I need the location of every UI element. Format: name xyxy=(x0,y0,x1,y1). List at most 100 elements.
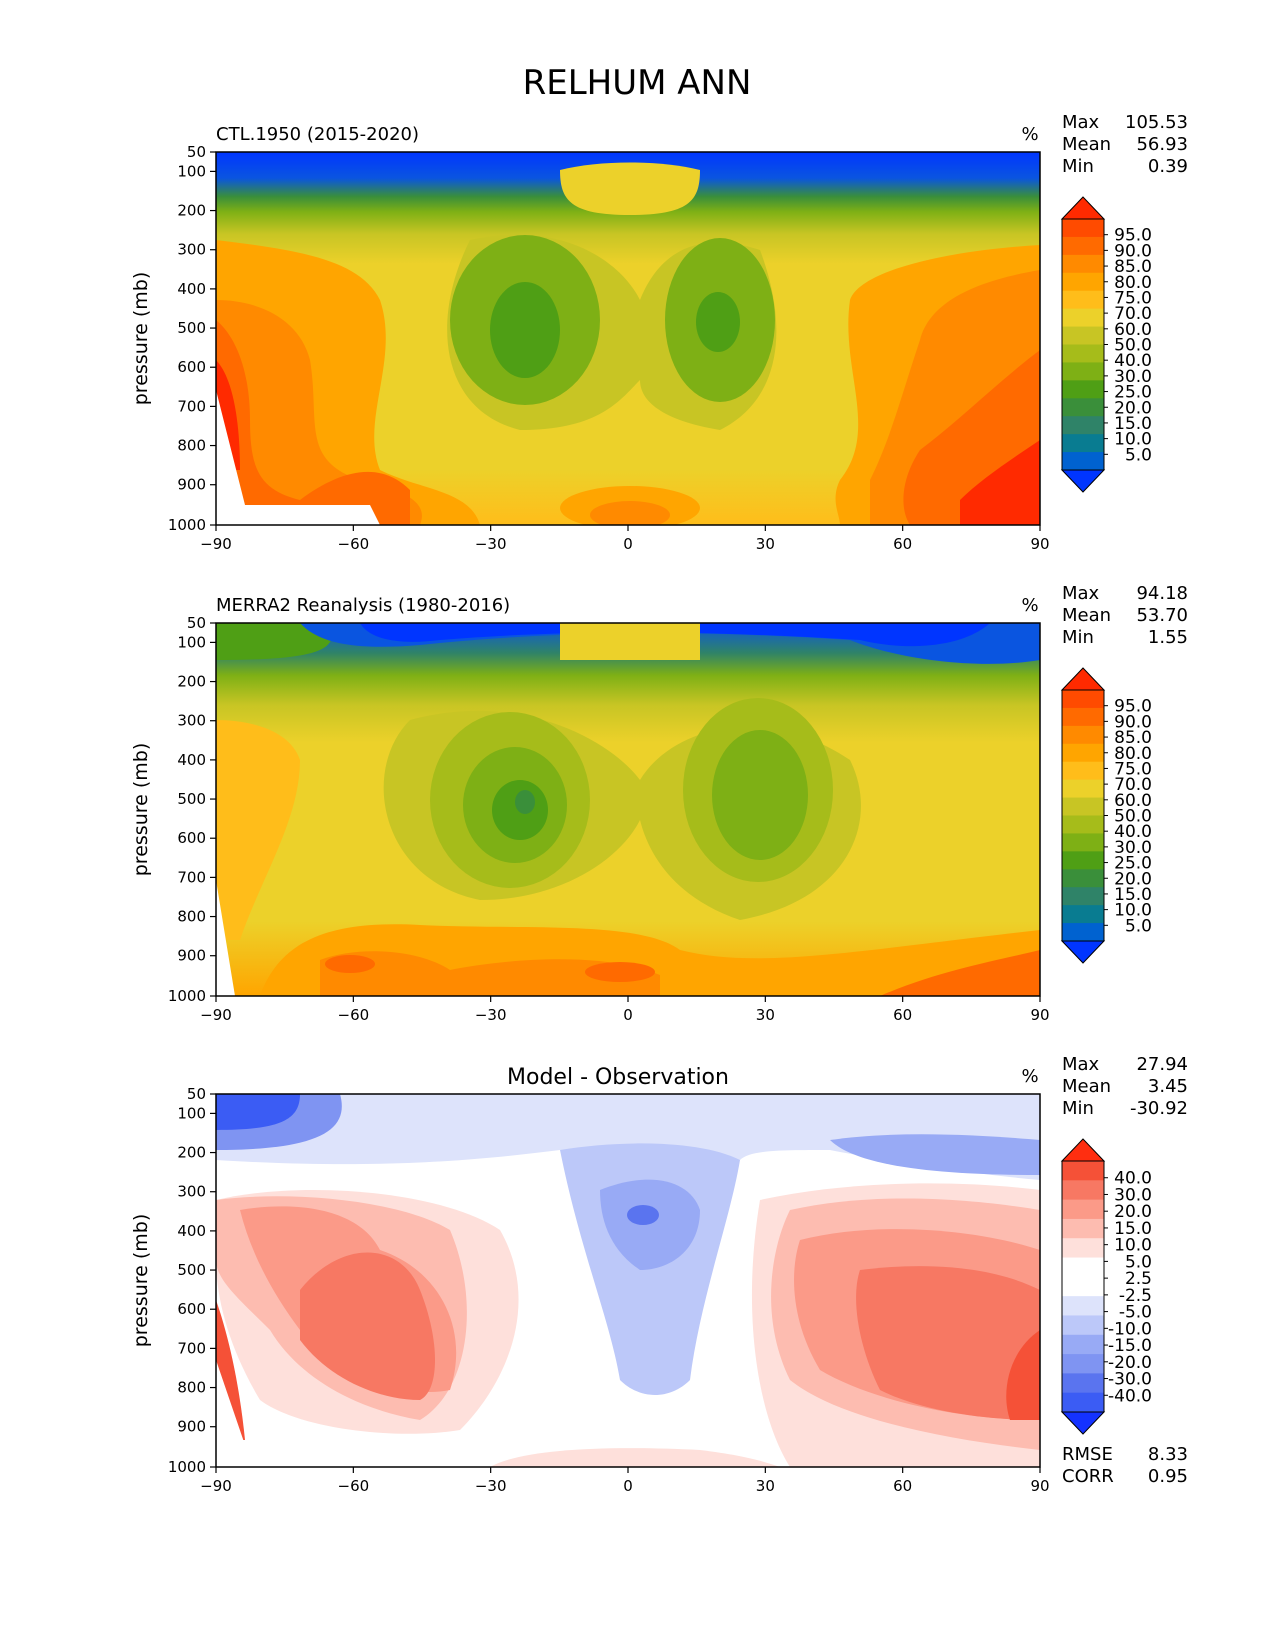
y-tick-label: 600 xyxy=(177,1300,206,1318)
figure-title: RELHUM ANN xyxy=(523,63,752,103)
contour-region xyxy=(300,1252,435,1400)
contour-region xyxy=(216,320,410,525)
x-tick-label: −60 xyxy=(338,535,370,553)
colorbar-label: 25.0 xyxy=(1114,383,1152,403)
colorbar-label: 5.0 xyxy=(1125,445,1152,465)
units-label: % xyxy=(1021,1066,1038,1087)
panel-subtitle: CTL.1950 (2015-2020) xyxy=(216,124,419,145)
stat-label: Mean xyxy=(1062,1076,1111,1097)
y-tick-label: 300 xyxy=(177,712,206,730)
stat-label: Max xyxy=(1062,583,1100,604)
colorbar-label: -2.5 xyxy=(1119,1286,1152,1306)
y-tick-label: 500 xyxy=(177,1261,206,1279)
colorbar-label: 10.0 xyxy=(1114,430,1152,450)
contour-region xyxy=(1006,1330,1040,1420)
y-tick-label: 400 xyxy=(177,280,206,298)
contour-region xyxy=(830,1134,1040,1175)
y-tick-label: 700 xyxy=(177,1339,206,1357)
colorbar-segment xyxy=(1062,1276,1104,1297)
contour-region xyxy=(600,1179,700,1270)
colorbar-segment xyxy=(1062,1354,1104,1374)
colorbar-segment xyxy=(1062,905,1104,924)
stat-value: 56.93 xyxy=(1136,134,1188,155)
x-tick-label: 0 xyxy=(623,1006,633,1024)
contour-region xyxy=(216,623,333,660)
colorbar-extend-bottom xyxy=(1060,940,1106,964)
colorbar-segment xyxy=(1062,923,1104,942)
contour-region xyxy=(560,162,700,215)
colorbar-label: 20.0 xyxy=(1114,869,1152,889)
contour-region xyxy=(325,955,375,973)
stat-label: CORR xyxy=(1062,1466,1114,1487)
stat-value: 105.53 xyxy=(1125,112,1188,133)
x-tick-label: 90 xyxy=(1030,1006,1049,1024)
y-tick-label: 800 xyxy=(177,1379,206,1397)
stat-value: 1.55 xyxy=(1148,627,1188,648)
y-tick-label: 800 xyxy=(177,908,206,926)
colorbar-label: 40.0 xyxy=(1114,822,1152,842)
colorbar-label: 95.0 xyxy=(1114,697,1152,717)
stat-label: Max xyxy=(1062,112,1100,133)
x-tick-label: 30 xyxy=(756,535,775,553)
colorbar-label: 60.0 xyxy=(1114,320,1152,340)
colorbar-segment xyxy=(1062,416,1104,435)
colorbar-label: 70.0 xyxy=(1114,304,1152,324)
x-tick-label: −30 xyxy=(475,535,507,553)
x-tick-label: −90 xyxy=(200,1477,232,1495)
colorbar-segment xyxy=(1062,725,1104,745)
colorbar-label: 85.0 xyxy=(1114,257,1152,277)
y-tick-label: 900 xyxy=(177,476,206,494)
colorbar-extend-top xyxy=(1060,1138,1106,1162)
colorbar-segment xyxy=(1062,290,1104,310)
x-tick-label: 90 xyxy=(1030,1477,1049,1495)
colorbar-label: 15.0 xyxy=(1114,1219,1152,1239)
colorbar-label: -30.0 xyxy=(1108,1370,1152,1390)
colorbar-label: 15.0 xyxy=(1114,885,1152,905)
y-tick-label: 100 xyxy=(177,162,206,180)
colorbar-segment xyxy=(1062,743,1104,763)
colorbar-label: 75.0 xyxy=(1114,759,1152,779)
y-tick-label: 700 xyxy=(177,397,206,415)
colorbar-segment xyxy=(1062,236,1104,256)
stat-value: 27.94 xyxy=(1136,1054,1188,1075)
contour-region xyxy=(320,951,660,996)
y-tick-label: 600 xyxy=(177,829,206,847)
colorbar-label: 10.0 xyxy=(1114,1236,1152,1256)
colorbar-segment xyxy=(1062,434,1104,453)
colorbar-label: 85.0 xyxy=(1114,728,1152,748)
colorbar-segment xyxy=(1062,380,1104,399)
colorbar-segment xyxy=(1062,452,1104,471)
colorbar-segment xyxy=(1062,1373,1104,1394)
contour-region xyxy=(712,730,808,860)
colorbar-segment xyxy=(1062,398,1104,417)
contour-region xyxy=(216,1094,1040,1180)
colorbar-label: 50.0 xyxy=(1114,807,1152,827)
x-tick-label: −60 xyxy=(338,1477,370,1495)
x-tick-label: −60 xyxy=(338,1006,370,1024)
x-tick-label: 30 xyxy=(756,1006,775,1024)
contour-region xyxy=(216,300,422,525)
colorbar-segment xyxy=(1062,1334,1104,1355)
x-tick-label: 60 xyxy=(893,1477,912,1495)
y-tick-label: 600 xyxy=(177,358,206,376)
stat-label: Max xyxy=(1062,1054,1100,1075)
colorbar-label: 30.0 xyxy=(1114,838,1152,858)
panel-test xyxy=(216,152,1040,525)
stat-label: Min xyxy=(1062,156,1094,177)
stat-label: Min xyxy=(1062,1098,1094,1119)
colorbar-segment xyxy=(1062,797,1104,816)
x-tick-label: 0 xyxy=(623,1477,633,1495)
contour-region xyxy=(515,790,535,814)
colorbar-label: -5.0 xyxy=(1119,1303,1152,1323)
stat-value: 0.95 xyxy=(1148,1466,1188,1487)
colorbar-label: 25.0 xyxy=(1114,854,1152,874)
y-tick-label: 50 xyxy=(187,143,206,161)
x-tick-label: 30 xyxy=(756,1477,775,1495)
colorbar-segment xyxy=(1062,219,1104,238)
contour-region xyxy=(627,1205,659,1225)
colorbar-label: -15.0 xyxy=(1108,1336,1152,1356)
x-tick-label: −30 xyxy=(475,1477,507,1495)
stat-label: Mean xyxy=(1062,605,1111,626)
y-tick-label: 100 xyxy=(177,1104,206,1122)
y-tick-label: 1000 xyxy=(168,1458,206,1476)
